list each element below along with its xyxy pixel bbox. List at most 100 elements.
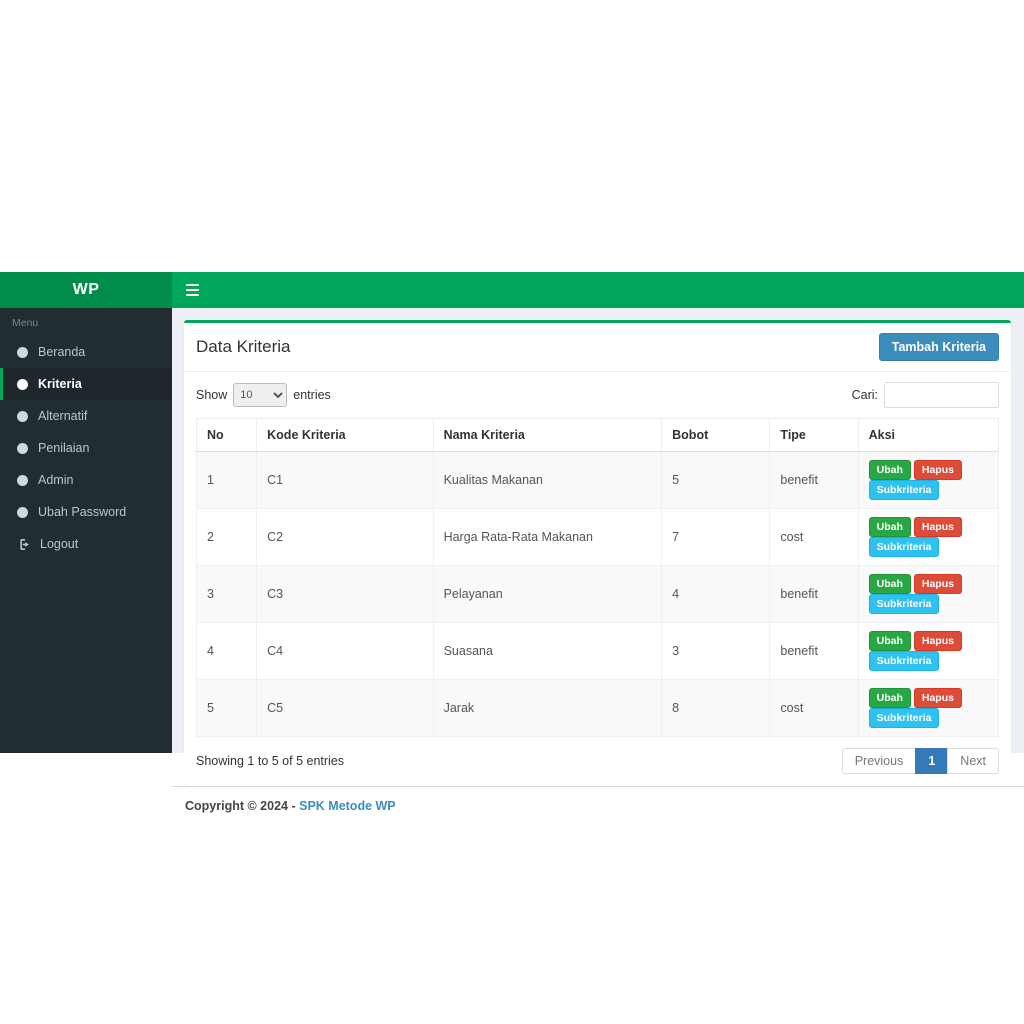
sidebar-item-penilaian[interactable]: Penilaian (0, 432, 172, 464)
sidebar-item-label: Alternatif (38, 409, 88, 423)
app-body: Menu Beranda Kriteria Alternatif Penilaian A… (0, 308, 1024, 825)
sidebar-item-label: Logout (40, 537, 79, 551)
top-navbar (172, 272, 1024, 308)
table-row: 1 C1 Kualitas Makanan 5 benefit Ubah HapusSubk… (195, 451, 1000, 509)
next-page-button[interactable]: Next (947, 748, 999, 774)
cell-kode-kriteria: C4 (256, 622, 434, 680)
sidebar-item-label: Beranda (38, 345, 86, 359)
search-label: Cari: (851, 388, 878, 402)
cell-nama-kriteria: Suasana (432, 622, 663, 680)
cell-kode-kriteria: C1 (256, 451, 434, 509)
sidebar-item-admin[interactable]: Admin (0, 464, 172, 496)
cell-bobot: 8 (661, 679, 771, 737)
sidebar-item-kriteria[interactable]: Kriteria (0, 368, 172, 400)
hapus-button[interactable]: Hapus (913, 688, 962, 708)
search-input[interactable] (884, 382, 999, 408)
card-divider (184, 371, 1011, 372)
header-bobot[interactable]: Bobot (661, 418, 771, 452)
cell-no: 3 (195, 565, 258, 623)
sidebar-item-alternatif[interactable]: Alternatif (0, 400, 172, 432)
hapus-button[interactable]: Hapus (913, 631, 962, 651)
circle-icon (17, 442, 28, 454)
tambah-kriteria-button[interactable]: Tambah Kriteria (878, 333, 999, 361)
sidebar-menu-header: Menu (12, 317, 39, 329)
cell-no: 1 (195, 451, 258, 509)
cell-nama-kriteria: Pelayanan (432, 565, 663, 623)
hapus-button[interactable]: Hapus (913, 517, 962, 537)
entries-label: entries (293, 388, 331, 402)
cell-no: 2 (195, 508, 258, 566)
cell-kode-kriteria: C5 (256, 679, 434, 737)
hapus-button[interactable]: Hapus (913, 460, 962, 480)
circle-icon (17, 378, 28, 390)
data-kriteria-card: Data Kriteria Tambah Kriteria Show 10 (184, 320, 1011, 786)
subkriteria-button[interactable]: Subkriteria (868, 708, 940, 728)
ubah-button[interactable]: Ubah (868, 517, 911, 537)
entries-length-select[interactable]: 10 (233, 383, 288, 407)
search-control: Cari: (852, 382, 999, 408)
brand-logo[interactable]: WP (0, 272, 172, 308)
cell-tipe: cost (769, 679, 859, 737)
header-no[interactable]: No (195, 418, 258, 452)
cell-tipe: benefit (769, 565, 859, 623)
main-footer: Copyright © 2024 - SPK Metode WP (172, 786, 1024, 825)
circle-icon (17, 474, 28, 486)
subkriteria-button[interactable]: Subkriteria (868, 480, 940, 500)
cell-bobot: 3 (661, 622, 771, 680)
table-row: 3 C3 Pelayanan 4 benefit Ubah HapusSubkriteria (195, 565, 1000, 623)
footer-app-link[interactable]: SPK Metode WP (299, 799, 396, 813)
cell-aksi: Ubah HapusSubkriteria (857, 508, 1000, 566)
cell-nama-kriteria: Harga Rata-Rata Makanan (432, 508, 663, 566)
circle-icon (17, 506, 28, 518)
table-row: 5 C5 Jarak 8 cost Ubah HapusSubkriteria (195, 679, 1000, 737)
ubah-button[interactable]: Ubah (868, 688, 911, 708)
subkriteria-button[interactable]: Subkriteria (868, 594, 940, 614)
cell-aksi: Ubah HapusSubkriteria (857, 565, 1000, 623)
cell-bobot: 5 (661, 451, 771, 509)
subkriteria-button[interactable]: Subkriteria (868, 537, 940, 557)
header-nama[interactable]: Nama Kriteria (432, 418, 663, 452)
cell-bobot: 7 (661, 508, 771, 566)
sidebar-item-label: Penilaian (38, 441, 90, 455)
sidebar-item-beranda[interactable]: Beranda (0, 336, 172, 368)
page-1-button[interactable]: 1 (915, 748, 949, 774)
sidebar-toggle-button[interactable] (172, 272, 212, 308)
cell-kode-kriteria: C3 (256, 565, 434, 623)
cell-nama-kriteria: Kualitas Makanan (432, 451, 663, 509)
table-header-row: No Kode Kriteria Nama Kriteria Bobot Tip… (195, 418, 1000, 452)
circle-icon (17, 410, 28, 422)
cell-kode-kriteria: C2 (256, 508, 434, 566)
card-header: Data Kriteria Tambah Kriteria (184, 323, 1011, 371)
ubah-button[interactable]: Ubah (868, 460, 911, 480)
copyright-text: Copyright © 2024 - (185, 799, 296, 813)
length-control: Show 10 entries (196, 383, 331, 407)
sidebar: Menu Beranda Kriteria Alternatif Penilaian A… (0, 308, 172, 753)
hapus-button[interactable]: Hapus (913, 574, 962, 594)
header-aksi: Aksi (857, 418, 1000, 452)
sidebar-menu: Beranda Kriteria Alternatif Penilaian Admin U… (0, 336, 172, 560)
table-footer: Showing 1 to 5 of 5 entries Previous 1 N… (196, 748, 999, 774)
showing-info: Showing 1 to 5 of 5 entries (196, 754, 345, 768)
previous-page-button[interactable]: Previous (841, 748, 917, 774)
sidebar-item-ubah-password[interactable]: Ubah Password (0, 496, 172, 528)
app-window: WP Menu Beranda Kriteria Alternatif Penilai… (0, 272, 1024, 825)
hamburger-icon (185, 283, 199, 297)
sidebar-item-label: Kriteria (38, 377, 82, 391)
sidebar-item-logout[interactable]: Logout (0, 528, 172, 560)
show-label: Show (196, 388, 228, 402)
header-tipe[interactable]: Tipe (769, 418, 859, 452)
ubah-button[interactable]: Ubah (868, 574, 911, 594)
cell-no: 5 (195, 679, 258, 737)
table-controls: Show 10 entries Cari: (196, 382, 999, 408)
cell-tipe: cost (769, 508, 859, 566)
page-title: Data Kriteria (196, 337, 291, 356)
subkriteria-button[interactable]: Subkriteria (868, 651, 940, 671)
cell-tipe: benefit (769, 622, 859, 680)
header-kode[interactable]: Kode Kriteria (256, 418, 434, 452)
sidebar-item-label: Admin (38, 473, 74, 487)
kriteria-table: No Kode Kriteria Nama Kriteria Bobot Tip… (195, 418, 1000, 737)
cell-tipe: benefit (769, 451, 859, 509)
ubah-button[interactable]: Ubah (868, 631, 911, 651)
circle-icon (17, 346, 28, 358)
